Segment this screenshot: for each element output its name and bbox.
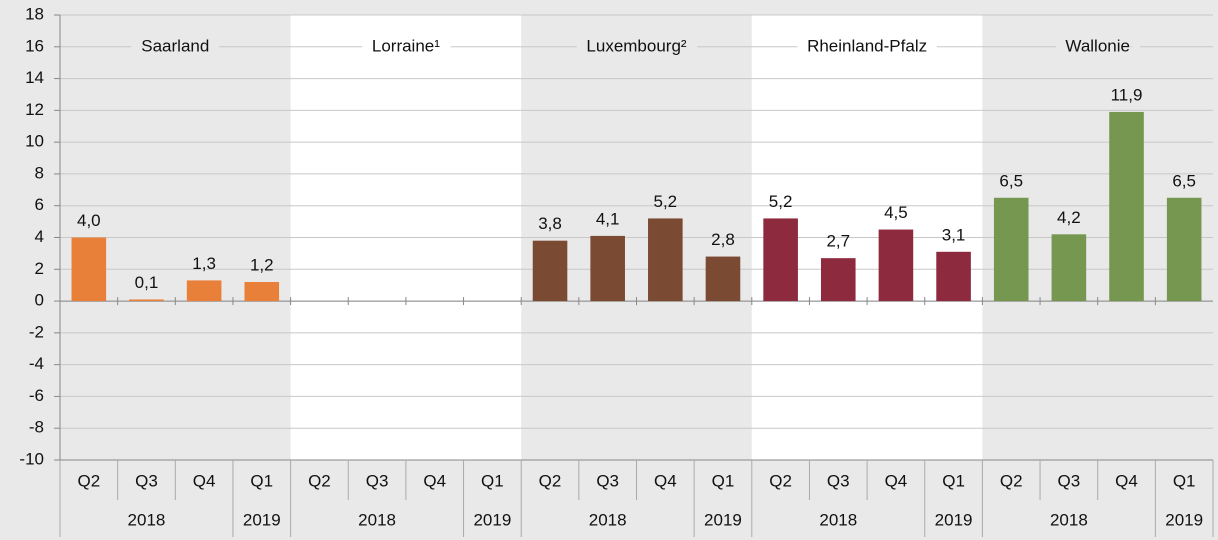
data-label: 3,8: [538, 214, 562, 233]
data-label: 4,0: [77, 211, 101, 230]
group-label: Luxembourg²: [586, 36, 687, 55]
bar: [1109, 111, 1144, 302]
bar: [705, 256, 741, 302]
x-tick-label: Q4: [885, 471, 908, 490]
y-tick-label: 12: [25, 100, 44, 119]
x-tick-label: Q4: [423, 471, 446, 490]
data-label: 1,2: [250, 255, 274, 274]
x-tick-label: Q3: [366, 471, 389, 490]
group-label: Rheinland-Pfalz: [807, 36, 927, 55]
year-label: 2018: [128, 510, 166, 529]
group-label: Wallonie: [1065, 36, 1130, 55]
y-tick-label: 16: [25, 36, 44, 55]
y-tick-label: 2: [35, 259, 44, 278]
bar: [186, 280, 222, 302]
bar: [878, 229, 914, 302]
year-label: 2019: [935, 510, 973, 529]
x-tick-label: Q4: [1115, 471, 1138, 490]
y-tick-label: 4: [35, 227, 44, 246]
data-label: 2,7: [826, 232, 850, 251]
data-label: 3,1: [942, 225, 966, 244]
year-label: 2018: [589, 510, 627, 529]
x-tick-label: Q3: [135, 471, 158, 490]
group-label: Lorraine¹: [372, 36, 440, 55]
x-tick-label: Q1: [1173, 471, 1196, 490]
bar: [993, 197, 1029, 302]
y-tick-label: 14: [25, 68, 44, 87]
y-tick-label: -10: [19, 449, 44, 468]
year-label: 2019: [1165, 510, 1203, 529]
data-label: 11,9: [1111, 85, 1143, 104]
x-tick-label: Q2: [308, 471, 331, 490]
bar: [820, 258, 856, 302]
x-tick-label: Q1: [712, 471, 735, 490]
bar: [1166, 197, 1202, 302]
year-label: 2019: [704, 510, 742, 529]
bar: [763, 218, 798, 302]
x-tick-label: Q1: [942, 471, 965, 490]
bar: [244, 282, 280, 302]
x-tick-label: Q3: [827, 471, 850, 490]
year-label: 2018: [819, 510, 857, 529]
x-tick-label: Q3: [596, 471, 619, 490]
data-label: 5,2: [654, 192, 678, 211]
bar: [936, 251, 971, 302]
x-tick-label: Q2: [77, 471, 100, 490]
data-label: 6,5: [999, 171, 1023, 190]
bar: [648, 218, 683, 302]
x-tick-label: Q2: [769, 471, 792, 490]
x-tick-label: Q1: [481, 471, 504, 490]
year-label: 2018: [1050, 510, 1088, 529]
bar: [590, 235, 625, 302]
x-tick-label: Q2: [539, 471, 562, 490]
y-tick-label: -2: [29, 322, 44, 341]
data-label: 1,3: [192, 254, 216, 273]
bar: [71, 237, 107, 302]
data-label: 6,5: [1172, 171, 1196, 190]
data-label: 0,1: [135, 273, 159, 292]
group-label: Saarland: [141, 36, 209, 55]
y-tick-label: 10: [25, 132, 44, 151]
x-tick-label: Q3: [1058, 471, 1081, 490]
y-tick-label: 8: [35, 163, 44, 182]
bar: [532, 240, 568, 302]
data-label: 2,8: [711, 230, 735, 249]
x-tick-label: Q2: [1000, 471, 1023, 490]
year-label: 2019: [473, 510, 511, 529]
y-tick-label: -8: [29, 418, 44, 437]
y-tick-label: -6: [29, 386, 44, 405]
bar: [1051, 234, 1087, 302]
y-tick-label: -4: [29, 354, 44, 373]
y-tick-label: 18: [25, 4, 44, 23]
x-tick-label: Q4: [654, 471, 677, 490]
x-tick-label: Q1: [250, 471, 273, 490]
y-tick-label: 0: [35, 291, 44, 310]
data-label: 4,5: [884, 203, 908, 222]
year-label: 2019: [243, 510, 281, 529]
data-label: 4,1: [596, 209, 620, 228]
data-label: 5,2: [769, 192, 793, 211]
y-tick-label: 6: [35, 195, 44, 214]
data-label: 4,2: [1057, 208, 1081, 227]
year-label: 2018: [358, 510, 396, 529]
bar: [129, 299, 164, 302]
x-tick-label: Q4: [193, 471, 216, 490]
